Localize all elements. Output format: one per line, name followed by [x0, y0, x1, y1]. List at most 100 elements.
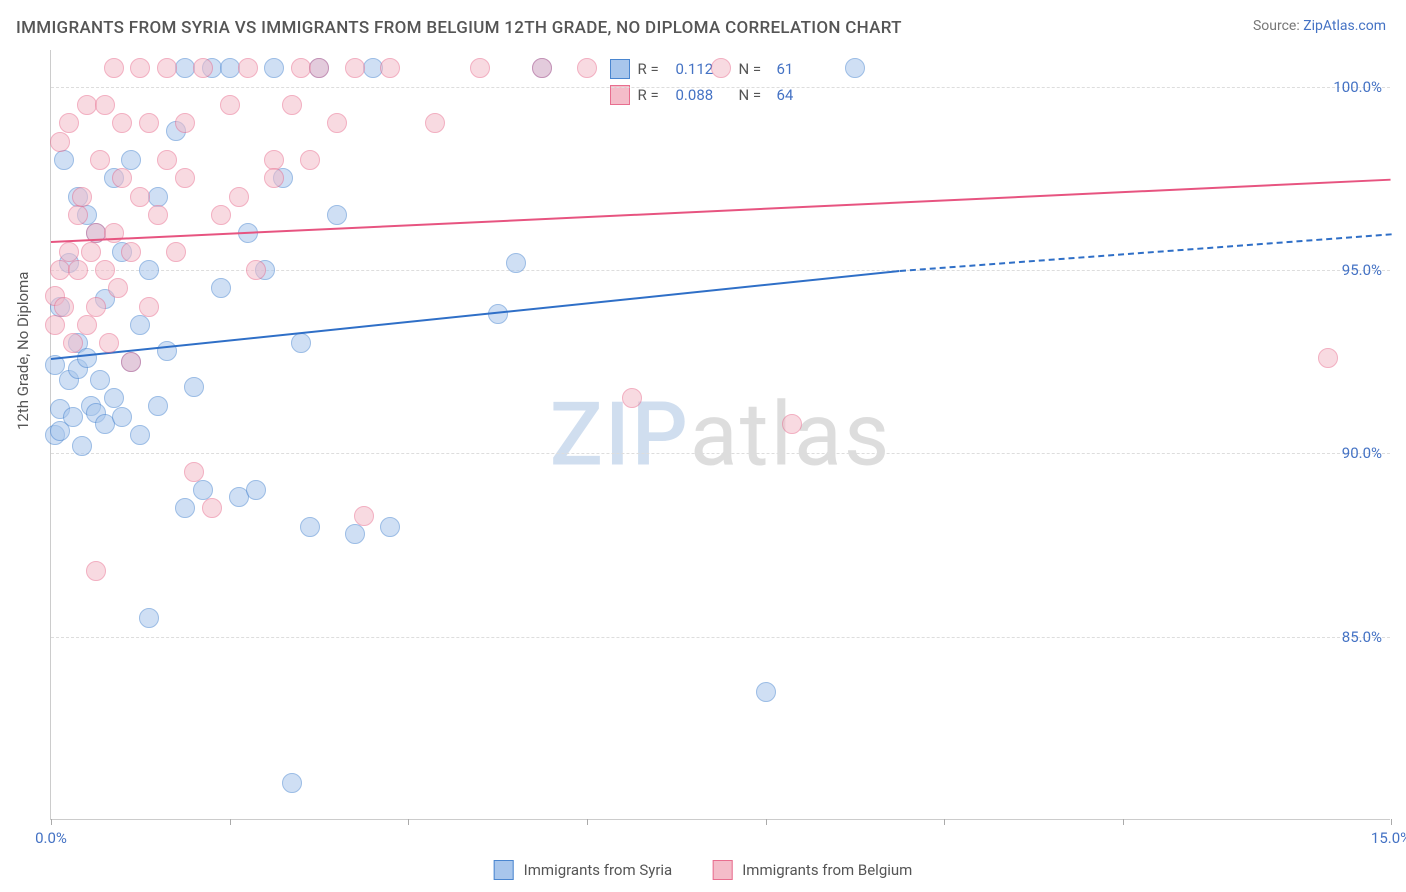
gridline [51, 453, 1390, 454]
data-point [327, 113, 347, 133]
data-point [86, 297, 106, 317]
data-point [470, 58, 490, 78]
data-point [380, 58, 400, 78]
data-point [86, 561, 106, 581]
trend-line-dashed [900, 233, 1391, 272]
data-point [139, 608, 159, 628]
data-point [264, 150, 284, 170]
data-point [354, 506, 374, 526]
trend-line [51, 270, 900, 360]
x-tick [766, 819, 767, 825]
data-point [50, 132, 70, 152]
data-point [175, 498, 195, 518]
data-point [622, 388, 642, 408]
data-point [327, 205, 347, 225]
data-point [72, 436, 92, 456]
data-point [54, 150, 74, 170]
y-tick-label: 95.0% [1342, 261, 1382, 279]
data-point [193, 480, 213, 500]
n-label: N = [739, 60, 769, 78]
data-point [68, 260, 88, 280]
data-point [148, 205, 168, 225]
data-point [157, 341, 177, 361]
n-value-belgium: 64 [777, 86, 832, 104]
n-value-syria: 61 [777, 60, 832, 78]
legend-label-belgium: Immigrants from Belgium [742, 861, 912, 879]
x-tick [230, 819, 231, 825]
data-point [577, 58, 597, 78]
data-point [264, 58, 284, 78]
data-point [130, 425, 150, 445]
data-point [1318, 348, 1338, 368]
data-point [121, 352, 141, 372]
data-point [72, 187, 92, 207]
data-point [220, 95, 240, 115]
data-point [112, 113, 132, 133]
legend-item-syria: Immigrants from Syria [494, 860, 673, 880]
x-tick [51, 819, 52, 825]
data-point [139, 297, 159, 317]
data-point [300, 150, 320, 170]
data-point [112, 168, 132, 188]
data-point [130, 58, 150, 78]
data-point [756, 682, 776, 702]
data-point [112, 407, 132, 427]
data-point [95, 260, 115, 280]
gridline [51, 637, 1390, 638]
chart-title: IMMIGRANTS FROM SYRIA VS IMMIGRANTS FROM… [16, 18, 902, 38]
data-point [246, 480, 266, 500]
data-point [81, 242, 101, 262]
data-point [121, 150, 141, 170]
swatch-syria [610, 59, 630, 79]
data-point [63, 333, 83, 353]
data-point [175, 168, 195, 188]
source-attribution: Source: ZipAtlas.com [1253, 18, 1386, 34]
source-label: Source: [1253, 18, 1303, 34]
data-point [77, 315, 97, 335]
data-point [148, 187, 168, 207]
data-point [246, 260, 266, 280]
r-value-belgium: 0.088 [676, 86, 731, 104]
data-point [130, 187, 150, 207]
watermark: ZIPatlas [550, 383, 892, 486]
r-label: R = [638, 60, 668, 78]
data-point [211, 205, 231, 225]
data-point [229, 187, 249, 207]
data-point [300, 517, 320, 537]
data-point [238, 58, 258, 78]
data-point [711, 58, 731, 78]
data-point [104, 388, 124, 408]
data-point [157, 58, 177, 78]
y-axis-label: 12th Grade, No Diploma [14, 272, 32, 430]
data-point [99, 333, 119, 353]
data-point [380, 517, 400, 537]
data-point [63, 407, 83, 427]
data-point [211, 278, 231, 298]
data-point [175, 113, 195, 133]
data-point [193, 58, 213, 78]
data-point [291, 333, 311, 353]
legend-series: Immigrants from Syria Immigrants from Be… [494, 860, 913, 880]
source-link[interactable]: ZipAtlas.com [1303, 18, 1386, 34]
x-tick-label: 15.0% [1371, 829, 1406, 847]
data-point [264, 168, 284, 188]
y-tick-label: 85.0% [1342, 628, 1382, 646]
data-point [139, 260, 159, 280]
data-point [845, 58, 865, 78]
data-point [54, 297, 74, 317]
x-tick-label: 0.0% [35, 829, 67, 847]
data-point [104, 58, 124, 78]
trend-line [51, 178, 1391, 242]
data-point [202, 498, 222, 518]
swatch-belgium-icon [712, 860, 732, 880]
plot-area: ZIPatlas R = 0.112 N = 61 R = 0.088 N = … [50, 50, 1390, 820]
data-point [139, 113, 159, 133]
data-point [309, 58, 329, 78]
legend-label-syria: Immigrants from Syria [524, 861, 673, 879]
data-point [282, 773, 302, 793]
data-point [506, 253, 526, 273]
data-point [157, 150, 177, 170]
watermark-zip: ZIP [550, 383, 690, 486]
legend-item-belgium: Immigrants from Belgium [712, 860, 912, 880]
data-point [95, 95, 115, 115]
